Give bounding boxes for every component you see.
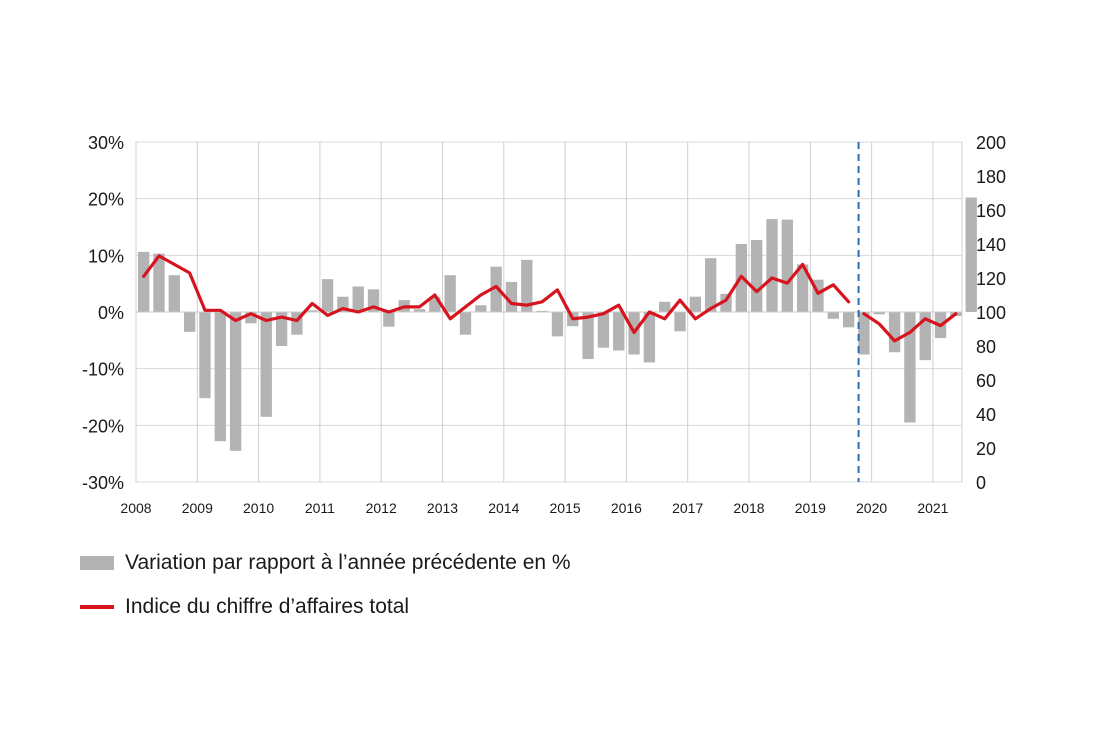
- bar: [582, 312, 594, 360]
- left-axis-tick-label: -10%: [82, 360, 124, 380]
- legend-label-line: Indice du chiffre d’affaires total: [125, 595, 410, 618]
- bar: [842, 312, 855, 328]
- x-axis-tick-label: 2013: [427, 500, 458, 516]
- right-axis-tick-label: 60: [976, 371, 996, 391]
- x-axis-tick-label: 2011: [305, 500, 335, 516]
- bar: [796, 264, 809, 312]
- right-axis-tick-label: 100: [976, 303, 1006, 323]
- x-axis-tick-label: 2015: [550, 500, 581, 516]
- right-axis-tick-label: 20: [976, 439, 996, 459]
- bar: [367, 289, 380, 312]
- right-axis-tick-label: 40: [976, 405, 996, 425]
- bar: [352, 286, 364, 312]
- bar: [229, 312, 242, 451]
- x-axis-tick-label: 2018: [733, 500, 764, 516]
- bar: [873, 312, 885, 315]
- bar: [521, 259, 533, 312]
- bar: [138, 251, 150, 312]
- bar: [245, 312, 257, 324]
- x-axis-tick-label: 2016: [611, 500, 642, 516]
- x-axis-tick-label: 2021: [917, 500, 948, 516]
- bar: [459, 312, 472, 335]
- bar: [781, 219, 793, 312]
- x-axis-tick-label: 2008: [120, 500, 151, 516]
- bar: [674, 312, 686, 332]
- bar: [306, 310, 318, 312]
- bar: [812, 279, 824, 312]
- bar: [888, 312, 901, 353]
- bar: [613, 312, 625, 351]
- bar: [475, 305, 487, 312]
- index-line-segment: [142, 254, 851, 334]
- bar: [751, 240, 763, 312]
- legend-swatch-line: [80, 605, 114, 609]
- bar: [153, 253, 165, 312]
- bar: [643, 312, 656, 363]
- legend: Variation par rapport à l’année précéden…: [80, 548, 571, 636]
- legend-item-bars: Variation par rapport à l’année précéden…: [80, 548, 571, 578]
- bar: [597, 312, 610, 348]
- bar: [168, 275, 180, 312]
- legend-label-bars: Variation par rapport à l’année précéden…: [125, 551, 571, 574]
- right-axis-tick-label: 160: [976, 201, 1006, 221]
- bar: [705, 258, 717, 312]
- bar: [536, 310, 548, 312]
- bar: [260, 312, 272, 417]
- right-axis-tick-label: 80: [976, 337, 996, 357]
- x-axis-tick-label: 2014: [488, 500, 519, 516]
- left-axis-tick-label: -20%: [82, 416, 124, 436]
- bar: [858, 312, 870, 355]
- bar: [965, 197, 977, 312]
- bar: [827, 312, 839, 319]
- right-axis-tick-label: 200: [976, 133, 1006, 153]
- bar: [689, 296, 702, 312]
- legend-item-line: Indice du chiffre d’affaires total: [80, 592, 571, 622]
- bar: [720, 293, 732, 312]
- x-axis-tick-label: 2019: [795, 500, 826, 516]
- left-axis-tick-label: 20%: [88, 190, 124, 210]
- right-axis-tick-label: 180: [976, 167, 1006, 187]
- left-axis-tick-label: 0%: [98, 303, 124, 323]
- bar: [275, 312, 288, 346]
- bar: [383, 312, 395, 327]
- right-axis-tick-label: 120: [976, 269, 1006, 289]
- bar: [659, 301, 671, 312]
- x-axis-tick-label: 2012: [366, 500, 397, 516]
- bar: [505, 281, 518, 312]
- left-axis-tick-label: 30%: [88, 133, 124, 153]
- bar: [490, 266, 502, 312]
- index-line-segment: [862, 312, 958, 343]
- bar: [337, 296, 349, 312]
- bar: [919, 312, 931, 361]
- right-axis-tick-label: 140: [976, 235, 1006, 255]
- bar: [904, 312, 916, 423]
- bar: [291, 312, 303, 335]
- bar: [429, 296, 441, 312]
- bar: [551, 312, 564, 337]
- right-axis-tick-label: 0: [976, 473, 986, 493]
- left-axis-tick-label: 10%: [88, 246, 124, 266]
- bar: [413, 309, 426, 312]
- legend-swatch-bar: [80, 556, 114, 570]
- left-axis-tick-label: -30%: [82, 473, 124, 493]
- bar: [766, 219, 778, 312]
- bar: [214, 312, 226, 442]
- x-axis-tick-label: 2010: [243, 500, 274, 516]
- bar: [199, 312, 211, 399]
- x-axis-tick-label: 2009: [182, 500, 213, 516]
- x-axis-tick-label: 2017: [672, 500, 703, 516]
- bar: [444, 275, 456, 312]
- bar: [321, 279, 334, 312]
- x-axis-tick-label: 2020: [856, 500, 887, 516]
- bar: [183, 312, 196, 332]
